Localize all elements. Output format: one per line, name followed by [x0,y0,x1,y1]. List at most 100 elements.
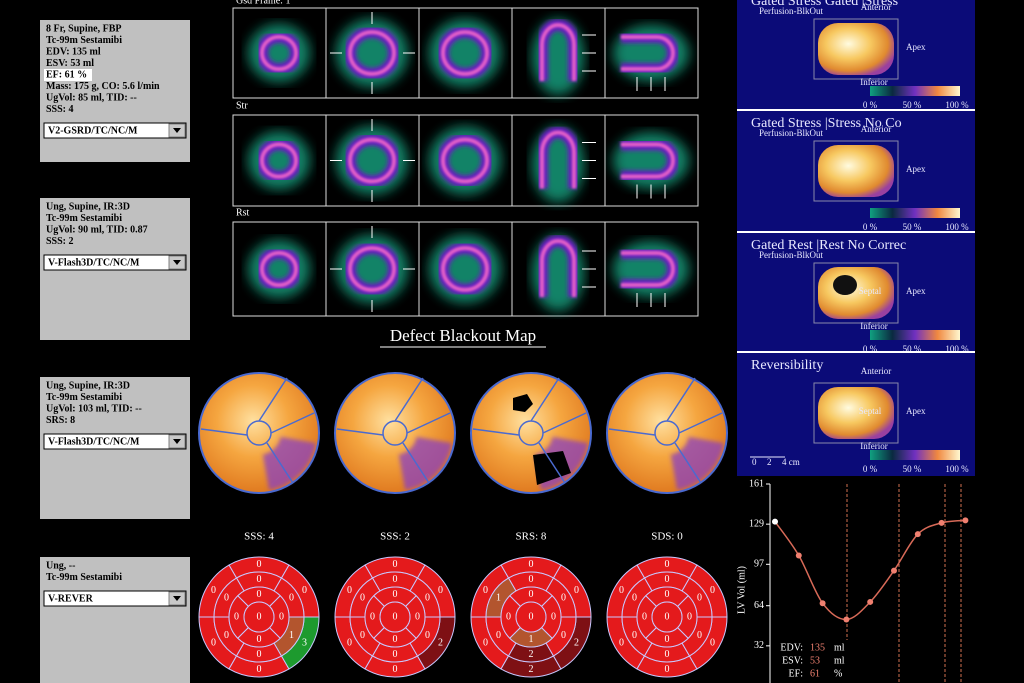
score-value: 0 [224,593,229,604]
crosshair [330,226,415,312]
dropdown-arrow [173,260,181,265]
wall-inner [348,246,397,292]
score-value: 1 [289,630,294,641]
colorbar-label: 50 % [903,464,922,474]
score-value: 0 [665,559,670,570]
label-inferior: Inferior [860,441,887,451]
score-value: 0 [665,634,670,645]
dropdown-arrow [173,439,181,444]
wall-inner [441,137,490,184]
bounding-box [813,18,899,80]
map-outline [198,372,320,494]
dropdown-value: V-Flash3D/TC/NC/M [48,436,140,447]
info-line: Ung, Supine, IR:3D [46,201,130,212]
score-value: 0 [483,638,488,649]
info-line: UgVol: 85 ml, TID: -- [46,92,137,103]
render-title: Gated Stress Gated |Stress [751,0,898,9]
score-value: 0 [483,585,488,596]
score-value: 0 [257,559,262,570]
dropdown[interactable] [43,433,187,450]
info-line: SSS: 4 [46,104,74,115]
slice-image [613,132,689,189]
legend-box [772,640,848,683]
score-value: 0 [632,593,637,604]
score-value: 0 [665,649,670,660]
rendering [818,267,894,319]
score-value: 0 [234,611,239,622]
y-tick-label: 161 [749,478,764,489]
score-value: 0 [393,664,398,675]
slice-image [248,240,310,298]
score-value: 0 [665,611,670,622]
colorbar-label: 50 % [903,222,922,232]
label-inferior: Inferior [860,321,887,331]
low-uptake [262,436,317,491]
colorbar [870,208,960,218]
score-value: 0 [393,589,398,600]
score-value: 0 [370,611,375,622]
colorbar-label: 0 % [863,100,878,110]
score-value: 0 [619,638,624,649]
label-apex: Apex [906,42,926,52]
slice-image [336,19,408,87]
score-value: 0 [710,638,715,649]
info-line: EDV: 135 ml [46,46,101,57]
wall-inner [348,30,397,76]
volume-point [819,600,826,607]
score-value: 0 [393,559,398,570]
wall-inner [621,251,675,287]
score-value: 0 [257,611,262,622]
slice-image [248,131,310,190]
slice-image [336,126,408,195]
score-value: 2 [529,664,534,675]
info-line: UgVol: 90 ml, TID: 0.87 [46,224,148,235]
slice-row-label: Rst [236,207,250,218]
legend-unit: ml [834,642,845,653]
score-value: 0 [496,630,501,641]
score-value: 0 [257,589,262,600]
dropdown[interactable] [43,122,187,139]
score-value: 0 [425,630,430,641]
map-outline [470,372,592,494]
dropdown[interactable] [43,254,187,271]
score-value: 1 [496,593,501,604]
dropdown[interactable] [43,590,187,607]
score-value: 0 [289,593,294,604]
scale-label: 4 cm [782,457,800,467]
label-anterior: Anterior [861,2,892,12]
colorbar-label: 0 % [863,464,878,474]
score-value: 0 [347,585,352,596]
render-subtitle: Perfusion-BlkOut [759,250,823,260]
legend-value: 135 [810,642,825,653]
label-apex: Apex [906,406,926,416]
slice-image [532,19,584,95]
score-value: 0 [279,611,284,622]
info-line: Tc-99m Sestamibi [46,35,122,46]
score-value: 0 [257,664,262,675]
slice-image [532,235,584,311]
volume-point [843,616,850,623]
wall-inner [540,239,576,297]
map-outline [606,372,728,494]
volume-point [891,567,897,574]
score-value: 0 [438,585,443,596]
bounding-box [813,140,899,202]
ticks [582,250,596,288]
label-apex: Apex [906,286,926,296]
wall-inner [441,246,490,292]
info-line: 8 Fr, Supine, FBP [46,23,121,34]
scale-label: 2 [767,457,772,467]
ticks [636,77,666,91]
colorbar-label: 100 % [945,344,969,354]
score-value: 0 [529,559,534,570]
score-value: 0 [393,611,398,622]
render-subtitle: Perfusion-BlkOut [759,128,823,138]
info-line: SSS: 2 [46,236,74,247]
info-line: Ung, -- [46,560,75,571]
label-anterior: Anterior [861,366,892,376]
info-line: EF: 61 % [46,69,87,80]
render-title: Reversibility [751,358,823,373]
rendering [818,145,894,197]
slice-image [429,19,501,87]
score-value: 0 [425,593,430,604]
